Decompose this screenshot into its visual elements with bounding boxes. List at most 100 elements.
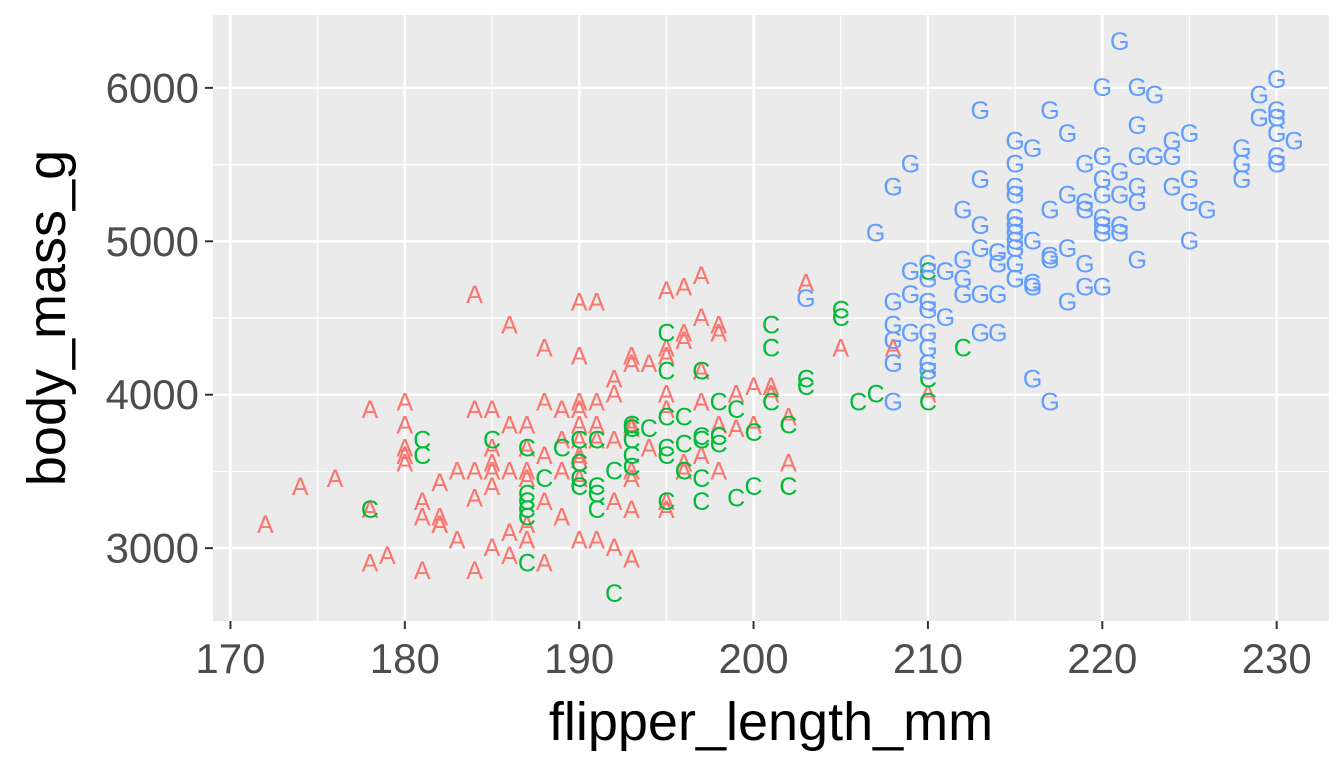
data-point-a: A [501,519,518,547]
data-point-c: C [657,404,675,432]
y-tick-label: 6000 [106,64,199,111]
data-point-c: C [413,427,431,455]
data-point-a: A [396,442,413,470]
data-point-a: A [693,358,710,386]
data-point-a: A [658,277,675,305]
data-point-g: G [936,304,955,332]
data-point-c: C [413,442,431,470]
data-point-a: A [431,511,448,539]
data-point-c: C [622,442,640,470]
data-point-c: C [605,457,623,485]
data-point-a: A [728,415,745,443]
data-point-a: A [431,503,448,531]
data-point-c: C [692,488,710,516]
data-point-a: A [484,450,501,478]
data-point-a: A [745,411,762,439]
data-point-g: G [988,319,1007,347]
data-point-a: A [484,434,501,462]
data-point-g: G [971,281,990,309]
data-point-c: C [797,373,815,401]
data-point-a: A [763,373,780,401]
x-tick-labels: 170 180 190 200 210 220 230 [195,635,1311,682]
data-point-g: G [936,258,955,286]
data-point-a: A [710,312,727,340]
data-point-a: A [658,396,675,424]
data-point-g: G [1232,166,1251,194]
data-point-c: C [675,431,693,459]
data-point-g: G [1110,181,1129,209]
data-point-c: C [622,427,640,455]
data-point-c: C [622,415,640,443]
data-point-a: A [501,312,518,340]
data-point-a: A [362,549,379,577]
data-point-a: A [536,442,553,470]
data-point-a: A [519,526,536,554]
data-point-g: G [918,289,937,317]
data-point-c: C [710,423,728,451]
data-point-g: G [1005,204,1024,232]
data-point-g: G [796,285,815,313]
data-point-c: C [657,434,675,462]
data-point-a: A [623,546,640,574]
data-point-c: C [518,549,536,577]
data-point-a: A [501,457,518,485]
data-point-c: C [570,427,588,455]
data-point-g: G [918,250,937,278]
data-point-g: G [1267,105,1286,133]
data-point-c: C [518,503,536,531]
major-gridlines [213,15,1329,621]
data-point-a: A [710,319,727,347]
data-point-c: C [779,411,797,439]
data-point-c: C [570,465,588,493]
data-point-a: A [623,342,640,370]
data-point-g: G [1075,151,1094,179]
data-point-g: G [1267,66,1286,94]
data-point-a: A [396,434,413,462]
data-point-a: A [658,342,675,370]
data-point-c: C [605,580,623,608]
data-point-c: C [588,427,606,455]
data-point-a: A [431,469,448,497]
data-point-c: C [622,454,640,482]
data-point-a: A [536,335,553,363]
data-point-a: A [571,465,588,493]
data-point-g: G [1023,273,1042,301]
data-point-a: A [414,503,431,531]
data-point-a: A [693,388,710,416]
data-point-c: C [518,488,536,516]
data-point-a: A [885,335,902,363]
data-point-c: C [919,258,937,286]
data-point-a: A [606,381,623,409]
data-point-a: A [553,396,570,424]
data-point-c: C [535,465,553,493]
data-point-a: A [675,450,692,478]
data-point-a: A [449,457,466,485]
data-point-a: A [484,396,501,424]
data-point-g: G [918,296,937,324]
data-point-g: G [971,166,990,194]
data-point-a: A [501,411,518,439]
data-point-g: G [1145,82,1164,110]
data-point-g: G [1005,250,1024,278]
data-point-a: A [571,446,588,474]
data-point-a: A [675,327,692,355]
data-point-g: G [1075,189,1094,217]
data-point-a: A [675,319,692,347]
data-point-c: C [675,457,693,485]
data-point-c: C [762,388,780,416]
data-point-c: C [954,335,972,363]
data-point-c: C [657,319,675,347]
data-point-c: C [692,358,710,386]
data-point-c: C [710,388,728,416]
data-point-a: A [571,342,588,370]
data-point-g: G [1005,181,1024,209]
data-point-a: A [920,381,937,409]
data-point-g: G [1127,246,1146,274]
data-point-a: A [623,350,640,378]
data-point-c: C [692,465,710,493]
data-point-c: C [640,415,658,443]
data-point-g: G [953,266,972,294]
data-point-a: A [292,473,309,501]
